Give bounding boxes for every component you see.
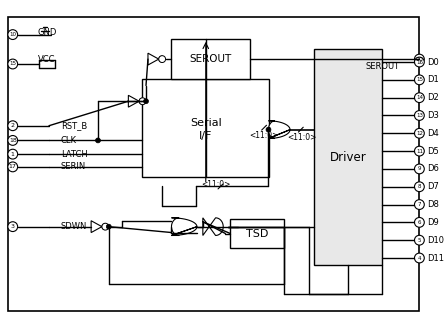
Text: 3: 3	[11, 224, 15, 229]
Circle shape	[139, 98, 146, 105]
Bar	[230, 219, 284, 248]
Circle shape	[414, 200, 424, 209]
PathPatch shape	[203, 218, 223, 235]
Text: D9: D9	[427, 218, 439, 227]
Text: D6: D6	[427, 165, 439, 174]
Text: 13: 13	[416, 113, 423, 118]
Circle shape	[8, 149, 18, 159]
Text: <11:0>: <11:0>	[287, 133, 316, 142]
Circle shape	[414, 75, 424, 85]
Circle shape	[8, 222, 18, 232]
Text: 11: 11	[416, 149, 423, 154]
Circle shape	[414, 110, 424, 120]
PathPatch shape	[171, 218, 197, 235]
Circle shape	[8, 136, 18, 145]
Polygon shape	[128, 95, 139, 107]
Circle shape	[8, 30, 18, 40]
Polygon shape	[148, 53, 159, 65]
Text: CLK: CLK	[61, 136, 77, 145]
Text: 15: 15	[416, 77, 423, 82]
Text: 8: 8	[418, 184, 421, 189]
Text: D3: D3	[427, 111, 439, 120]
Text: 10: 10	[9, 32, 16, 37]
Text: 1: 1	[11, 152, 15, 156]
Text: Serial: Serial	[190, 118, 222, 128]
Text: 16: 16	[416, 60, 423, 64]
Text: SEROUT: SEROUT	[365, 62, 399, 71]
Text: <11:0>: <11:0>	[249, 131, 279, 140]
Circle shape	[144, 99, 149, 104]
Text: 14: 14	[416, 95, 423, 100]
Text: 5: 5	[418, 238, 421, 243]
Text: RST_B: RST_B	[61, 121, 87, 130]
Text: LATCH: LATCH	[61, 150, 88, 159]
Text: TSD: TSD	[246, 229, 268, 239]
Text: 15: 15	[9, 62, 16, 66]
Circle shape	[159, 56, 165, 62]
Text: 20: 20	[416, 57, 423, 62]
Bar	[314, 49, 382, 265]
Circle shape	[414, 146, 424, 156]
Text: SDWN: SDWN	[61, 222, 87, 231]
Circle shape	[414, 57, 424, 67]
Bar	[142, 79, 270, 177]
Circle shape	[139, 98, 145, 104]
Circle shape	[8, 121, 18, 131]
Text: 2: 2	[11, 123, 15, 128]
Text: SEROUT: SEROUT	[190, 54, 232, 64]
Circle shape	[8, 162, 18, 172]
Text: D2: D2	[427, 93, 439, 102]
Circle shape	[102, 223, 109, 230]
Circle shape	[106, 224, 111, 229]
PathPatch shape	[268, 121, 290, 138]
Text: D4: D4	[427, 129, 439, 138]
Circle shape	[8, 59, 18, 69]
Text: 7: 7	[418, 202, 421, 207]
Text: 9: 9	[418, 166, 421, 171]
Bar	[171, 40, 250, 79]
Text: GND: GND	[37, 28, 57, 37]
Circle shape	[159, 56, 166, 62]
Text: 6: 6	[418, 220, 421, 225]
Circle shape	[414, 217, 424, 227]
Circle shape	[414, 164, 424, 174]
Text: D7: D7	[427, 182, 439, 191]
Circle shape	[266, 127, 271, 132]
Text: 4: 4	[418, 256, 421, 260]
Polygon shape	[91, 221, 102, 232]
Text: D1: D1	[427, 75, 439, 84]
Text: D11: D11	[427, 253, 444, 262]
Text: SERIN: SERIN	[61, 162, 86, 171]
Circle shape	[414, 182, 424, 192]
Text: VCC: VCC	[38, 55, 56, 63]
Text: Driver: Driver	[329, 151, 366, 164]
Text: D8: D8	[427, 200, 439, 209]
Text: 17: 17	[9, 164, 16, 169]
Text: D0: D0	[427, 58, 439, 67]
Circle shape	[414, 128, 424, 138]
Circle shape	[414, 54, 424, 64]
Circle shape	[102, 224, 108, 230]
Text: D5: D5	[427, 147, 439, 156]
Text: 12: 12	[416, 131, 423, 136]
Text: <11:0>: <11:0>	[201, 180, 230, 189]
Text: D10: D10	[427, 236, 444, 245]
Text: I/F: I/F	[199, 130, 212, 140]
Circle shape	[414, 253, 424, 263]
Circle shape	[414, 93, 424, 103]
Circle shape	[414, 235, 424, 245]
Text: 18: 18	[9, 138, 16, 143]
Circle shape	[96, 138, 101, 143]
